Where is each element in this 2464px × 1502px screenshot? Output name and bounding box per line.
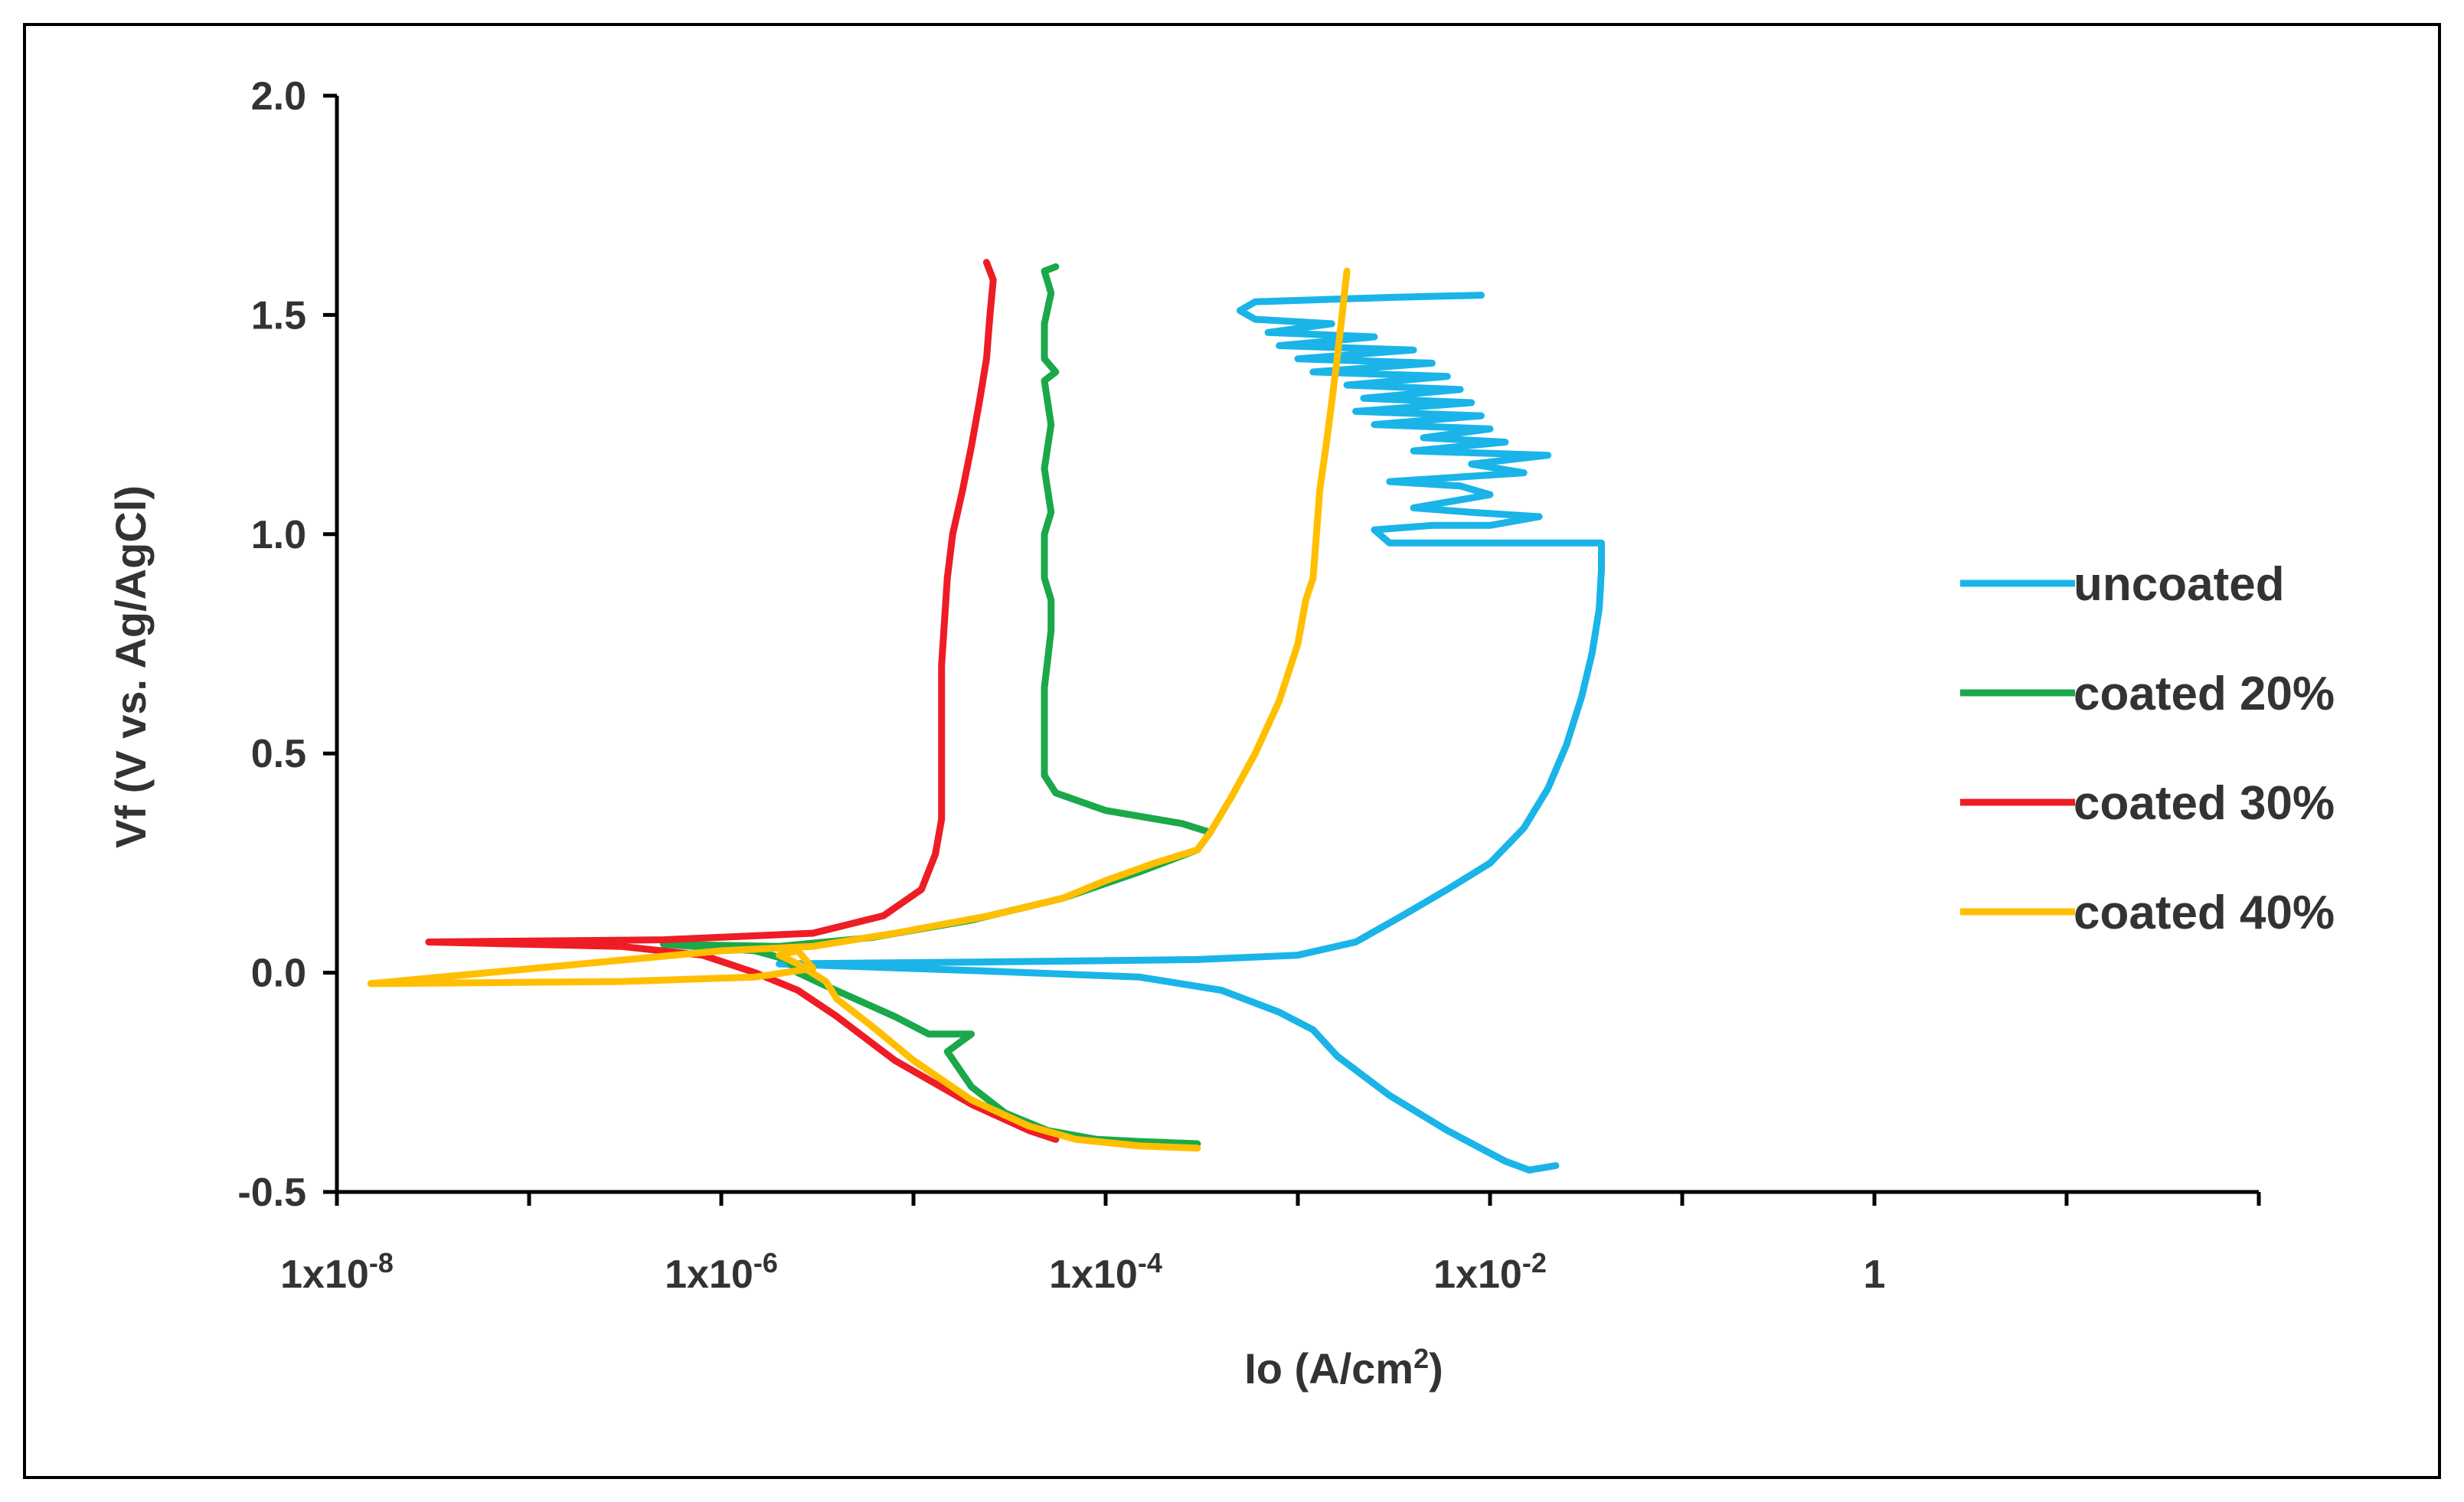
x-ticks: 1x10-8 1x10-6 1x10-4 1x10-2 1 [280,1192,2261,1298]
chart-frame [23,23,2441,1479]
y-ticks: 2.0 1.5 1.0 0.5 0.0 -0.5 [237,74,337,1215]
series-line-coated-20- [659,263,1214,1148]
legend: uncoated coated 20% coated 30% coated 40% [1960,558,2335,939]
y-tick-label: 0.0 [251,952,306,996]
series-line-coated-30- [425,259,1060,1143]
x-tick-label: 1x10-2 [1433,1247,1547,1298]
y-axis-title: Vf (V vs. Ag/AgCl) [106,485,155,848]
series-line-uncoated [776,292,1605,1174]
legend-label: uncoated [2073,558,2285,611]
legend-label: coated 40% [2073,887,2335,939]
x-axis-title: Io (A/cm2) [1244,1343,1443,1393]
x-tick-label: 1 [1864,1252,1886,1297]
x-tick-label: 1x10-6 [665,1247,778,1298]
x-tick-label: 1x10-8 [280,1247,394,1298]
legend-label: coated 30% [2073,777,2335,830]
legend-label: coated 20% [2073,668,2335,720]
series-line-coated-40- [367,267,1351,1152]
y-tick-label: 0.5 [251,732,306,776]
y-tick-label: 1.5 [251,293,306,338]
x-tick-label: 1x10-4 [1049,1247,1162,1298]
y-tick-label: -0.5 [237,1171,306,1215]
y-tick-label: 1.0 [251,513,306,557]
y-tick-label: 2.0 [251,74,306,119]
series-layer [367,259,1605,1174]
